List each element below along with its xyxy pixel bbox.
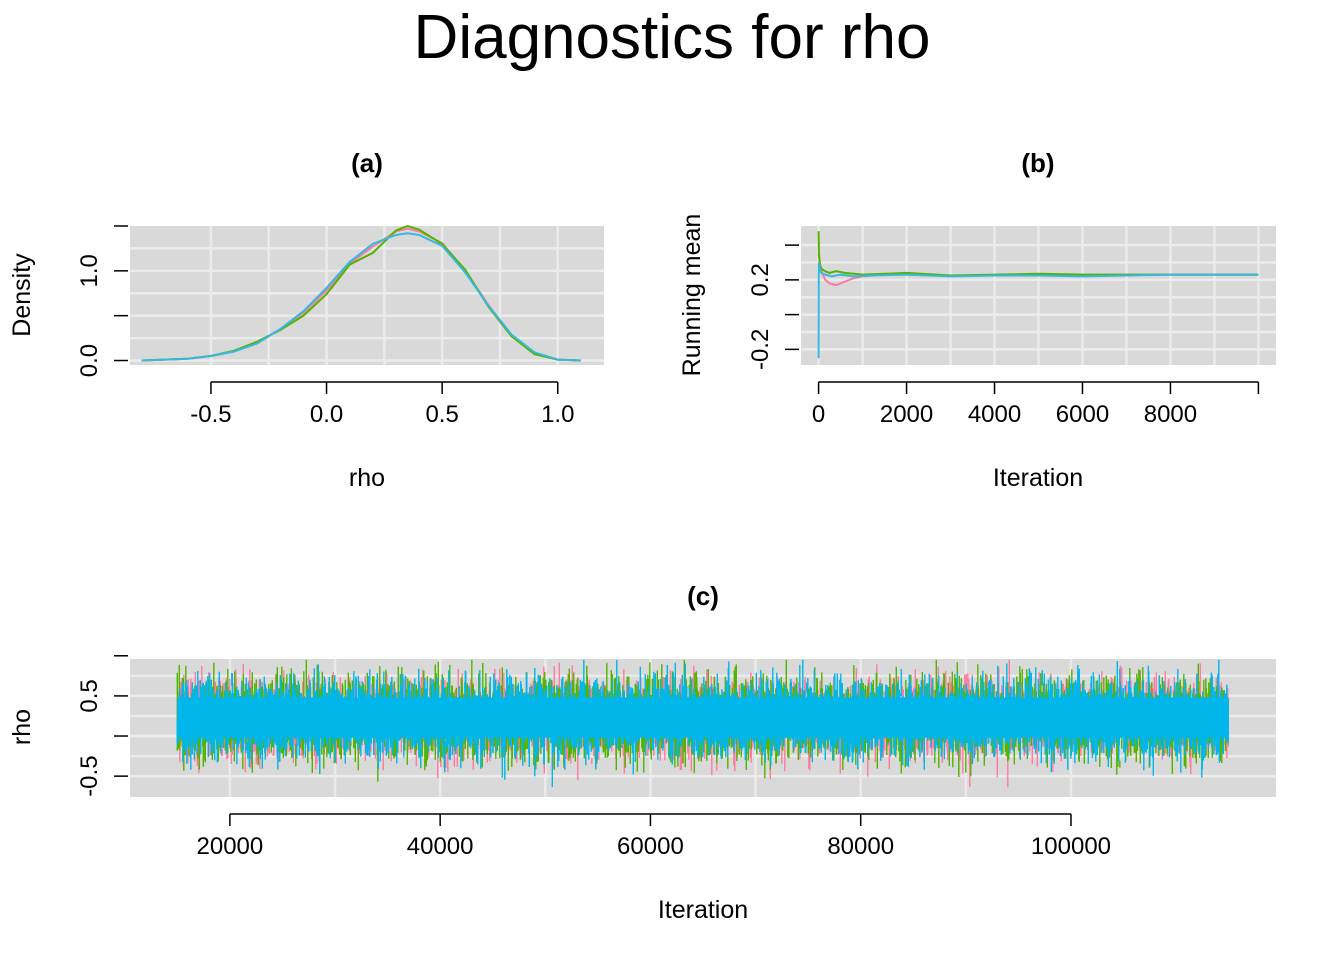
panel-b-y-tick-label: -0.2 <box>747 329 774 370</box>
panel-c-x-tick-label: 40000 <box>407 833 474 860</box>
panel-b-x-tick-label: 8000 <box>1144 401 1197 428</box>
panel-a-background <box>130 226 604 365</box>
panel-b-ylabel: Running mean <box>678 214 706 377</box>
panel-c-ylabel: rho <box>8 709 36 745</box>
panel-c-x-tick-label: 20000 <box>197 833 264 860</box>
panel-c-title: (c) <box>687 581 719 611</box>
panel-a-series-line <box>141 232 581 362</box>
panel-a-xlabel: rho <box>349 464 385 492</box>
panel-c-trace-plot: (c) Iteration rho 20000 40000 60000 80000 10… <box>8 581 1276 924</box>
panel-b-x-tick-label: 0 <box>812 401 825 428</box>
panel-a-title: (a) <box>351 148 383 178</box>
panel-a-y-tick-label: 0.0 <box>76 344 103 377</box>
panel-c-x-tick-label: 100000 <box>1031 833 1111 860</box>
panel-a-ylabel: Density <box>8 253 36 337</box>
panel-c-xlabel: Iteration <box>658 896 748 924</box>
panel-a-density-plot: (a) rho Density -0.5 0.0 0.5 1.0 0.0 1.0 <box>8 148 604 492</box>
panel-a-y-tick-label: 1.0 <box>76 254 103 287</box>
panel-c-series-core <box>177 697 1229 738</box>
panel-b-xlabel: Iteration <box>993 464 1083 492</box>
panel-b-x-tick-label: 4000 <box>968 401 1021 428</box>
panel-a-x-tick-label: -0.5 <box>190 401 231 428</box>
figure-title: Diagnostics for rho <box>413 3 931 72</box>
panel-b-series-line <box>817 262 1259 359</box>
panel-a-x-tick-label: 0.5 <box>425 401 458 428</box>
panel-c-y-tick-label: 0.5 <box>76 679 103 712</box>
panel-a-x-tick-label: 0.0 <box>310 401 343 428</box>
panel-c-x-tick-label: 80000 <box>827 833 894 860</box>
panel-b-x-tick-label: 6000 <box>1056 401 1109 428</box>
panel-b-y-tick-label: 0.2 <box>747 263 774 296</box>
panel-c-x-tick-label: 60000 <box>617 833 684 860</box>
panel-b-running-mean-plot: (b) Iteration Running mean 0 2000 4000 6000… <box>678 148 1276 492</box>
panel-c-y-tick-label: -0.5 <box>76 755 103 796</box>
panel-a-x-tick-label: 1.0 <box>541 401 574 428</box>
panel-b-title: (b) <box>1021 148 1054 178</box>
panel-b-x-tick-label: 2000 <box>880 401 933 428</box>
